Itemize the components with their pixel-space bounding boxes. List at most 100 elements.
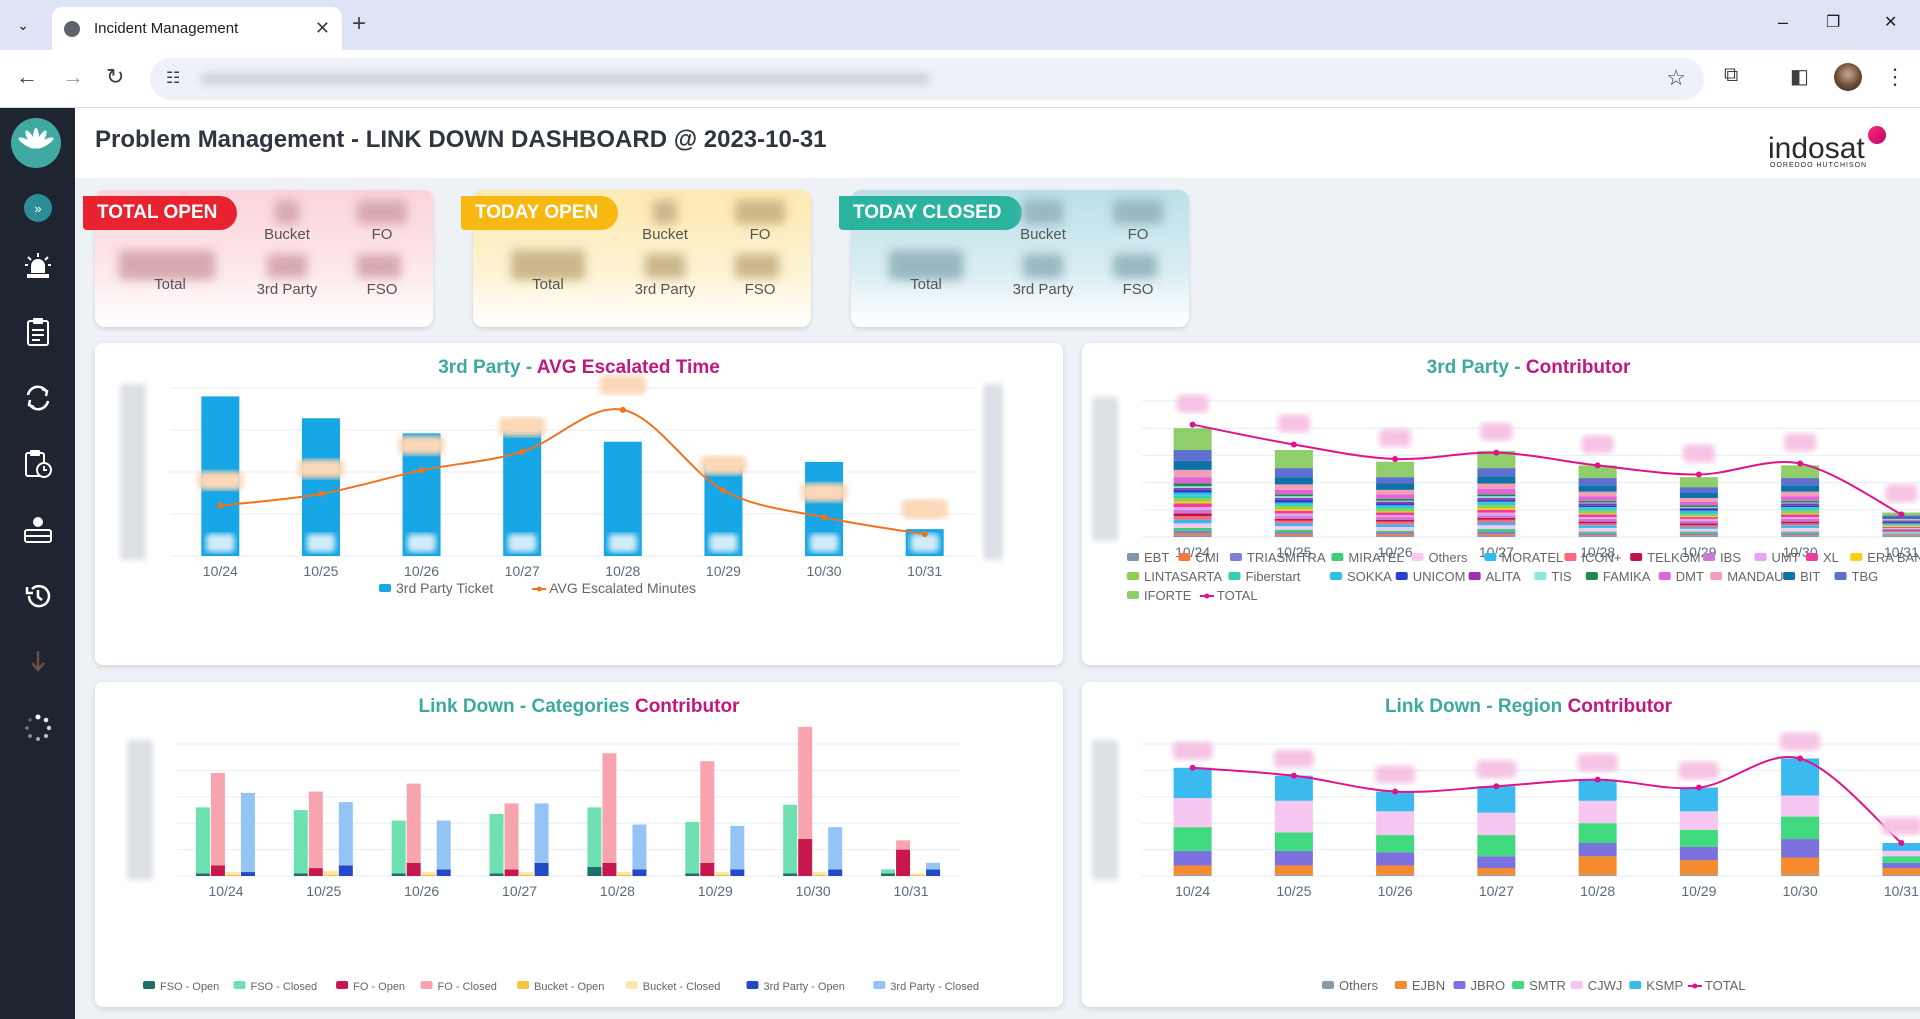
stack-segment [1781, 816, 1820, 840]
stack-segment [1578, 535, 1617, 537]
download-arrow-icon[interactable] [22, 646, 54, 678]
legend-swatch [1322, 981, 1334, 989]
expand-sidebar-icon[interactable]: » [24, 194, 52, 222]
stack-segment [1578, 525, 1617, 528]
legend-item: Others [1339, 978, 1379, 993]
bar-segment [489, 873, 504, 876]
total-data-label-redacted [1172, 741, 1213, 760]
kpi-fso-value [1113, 254, 1157, 278]
bar-segment [534, 803, 549, 863]
stack-segment [1376, 507, 1415, 509]
stack-segment [1376, 521, 1415, 525]
stack-segment [1679, 535, 1718, 537]
line-data-label-redacted [600, 375, 646, 395]
kpi-third-label: 3rd Party [1012, 281, 1074, 298]
bar-segment [338, 865, 353, 876]
address-bar[interactable]: ☷ ☆ [150, 58, 1704, 100]
total-data-label-redacted [1682, 444, 1715, 463]
stack-segment [1477, 856, 1516, 869]
kpi-total-value [889, 250, 963, 280]
browser-tab-strip: ⌄ Incident Management ✕ + – ❐ ✕ [0, 0, 1920, 50]
legend-swatch [420, 981, 433, 989]
stack-segment [1882, 526, 1920, 528]
stack-segment [1679, 531, 1718, 534]
stack-segment [1781, 857, 1820, 875]
legend-item: TOTAL [1217, 588, 1258, 603]
stack-segment [1376, 512, 1415, 516]
stack-segment [1376, 498, 1415, 501]
stack-segment [1274, 534, 1313, 537]
refresh-arrows-icon[interactable] [22, 382, 54, 414]
legend-swatch [1229, 553, 1242, 561]
app-sidebar: » [0, 108, 75, 1019]
globe-icon [64, 20, 80, 37]
kpi-third-value [1023, 254, 1063, 278]
minimize-button[interactable]: – [1778, 12, 1789, 32]
forward-arrow-icon[interactable]: → [62, 64, 84, 89]
stack-segment [1477, 874, 1516, 876]
stack-segment [1376, 508, 1415, 512]
stack-segment [1477, 519, 1516, 523]
bar-segment [828, 869, 843, 876]
profile-avatar[interactable] [1834, 63, 1862, 91]
side-panel-icon[interactable]: ◧ [1790, 66, 1809, 88]
stack-segment [1679, 527, 1718, 529]
close-tab-icon[interactable]: ✕ [314, 18, 330, 38]
new-tab-button[interactable]: + [352, 10, 367, 37]
stack-segment [1274, 496, 1313, 499]
reload-icon[interactable]: ↻ [106, 64, 125, 89]
stack-segment [1882, 868, 1920, 875]
total-data-label-redacted [1885, 484, 1918, 503]
stack-segment [1882, 523, 1920, 525]
total-data-label-redacted [1780, 732, 1821, 751]
y-axis-labels-redacted [120, 384, 146, 560]
server-desk-icon[interactable] [22, 514, 54, 546]
stack-segment [1882, 519, 1920, 521]
stack-segment [1274, 775, 1313, 801]
stack-segment [1781, 518, 1820, 522]
kpi-total-open: TOTAL OPEN Bucket FO Total 3rd Party FSO [83, 190, 433, 327]
bookmark-star-icon[interactable]: ☆ [1666, 65, 1686, 90]
maximize-button[interactable]: ❐ [1826, 14, 1841, 31]
bar-segment [421, 874, 436, 876]
kpi-badge: TOTAL OPEN [83, 196, 238, 230]
legend-item: LINTASARTA [1144, 569, 1222, 584]
menu-kebab-icon[interactable]: ⋮ [1884, 64, 1906, 89]
y-axis-labels-redacted [1092, 740, 1118, 880]
legend-item: EJBN [1412, 978, 1445, 993]
kpi-bucket-value [653, 200, 677, 224]
bar-segment [504, 869, 519, 876]
stack-segment [1376, 865, 1415, 875]
bar-segment [436, 820, 451, 870]
stack-segment [1679, 846, 1718, 861]
y-axis-labels-redacted [127, 740, 153, 880]
kpi-total-label: Total [910, 276, 942, 293]
close-window-button[interactable]: ✕ [1884, 14, 1898, 31]
extensions-icon[interactable]: ⧉ [1724, 64, 1739, 86]
stack-segment [1882, 536, 1920, 537]
stack-segment [1679, 508, 1718, 511]
stack-segment [1477, 812, 1516, 836]
history-icon[interactable] [22, 580, 54, 612]
stack-segment [1274, 510, 1313, 514]
bar-segment [195, 873, 210, 876]
stack-segment [1274, 449, 1313, 469]
bar-segment [828, 827, 843, 870]
bar-segment [813, 872, 828, 875]
clipboard-list-icon[interactable] [22, 316, 54, 348]
chart-categories-contributor: 10/24 10/25 10/26 10/27 10/28 10/29 10/30 10/31… [127, 726, 979, 993]
bar-segment [323, 874, 338, 876]
alarm-siren-icon[interactable] [22, 250, 54, 282]
clipboard-clock-icon[interactable] [22, 448, 54, 480]
x-tick-label: 10/31 [1884, 883, 1919, 899]
stack-segment [1477, 512, 1516, 516]
browser-tab[interactable]: Incident Management ✕ [52, 7, 342, 50]
back-arrow-icon[interactable]: ← [16, 64, 38, 89]
x-tick-label: 10/27 [1479, 883, 1514, 899]
site-settings-icon[interactable]: ☷ [166, 70, 181, 87]
stack-segment [1477, 515, 1516, 518]
tab-search-icon[interactable]: ⌄ [17, 16, 29, 33]
total-data-label-redacted [1784, 433, 1817, 452]
panel-region-contributor: Link Down - Region Contributor 10/24 10/2… [1082, 682, 1920, 1007]
y2-axis-labels-redacted [983, 384, 1003, 560]
